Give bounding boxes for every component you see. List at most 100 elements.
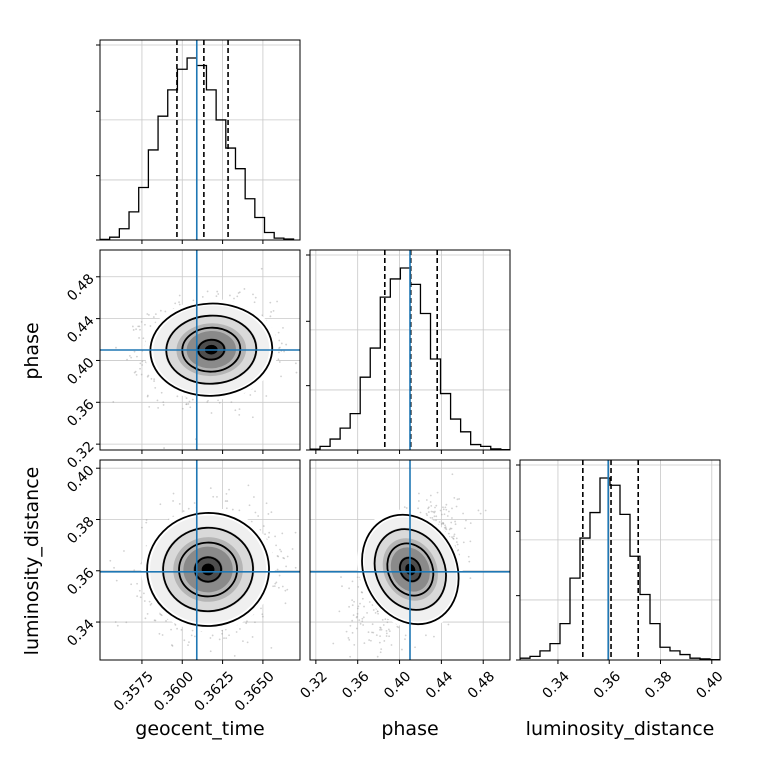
scatter-point — [447, 532, 450, 535]
y-tick-label: 0.36 — [64, 565, 97, 598]
scatter-point — [135, 373, 138, 376]
scatter-point — [452, 538, 455, 540]
scatter-point — [231, 508, 234, 511]
scatter-point — [178, 303, 181, 306]
scatter-point — [447, 623, 450, 626]
scatter-point — [133, 350, 136, 353]
scatter-point — [262, 525, 265, 527]
scatter-point — [454, 523, 457, 526]
scatter-point — [270, 511, 273, 514]
scatter-point — [176, 395, 179, 398]
panel-geocent_time-vs-phase: 0.320.360.400.440.48 — [64, 249, 304, 472]
scatter-point — [465, 519, 467, 522]
scatter-point — [261, 615, 264, 618]
scatter-point — [427, 506, 430, 509]
scatter-point — [280, 375, 282, 378]
scatter-point — [278, 574, 281, 577]
xlabel-geocent-time: geocent_time — [135, 718, 264, 740]
scatter-point — [188, 400, 191, 403]
scatter-point — [446, 515, 449, 517]
scatter-point — [387, 628, 390, 631]
scatter-point — [356, 615, 358, 618]
scatter-point — [385, 632, 388, 635]
scatter-point — [302, 315, 304, 317]
scatter-point — [458, 498, 460, 500]
scatter-point — [172, 500, 174, 502]
scatter-point — [182, 510, 185, 513]
scatter-point — [178, 503, 181, 505]
scatter-point — [278, 361, 281, 363]
scatter-point — [450, 527, 453, 530]
panel-frame — [99, 249, 301, 451]
scatter-point — [217, 293, 220, 295]
scatter-point — [226, 500, 229, 502]
scatter-point — [442, 521, 444, 524]
scatter-point — [181, 407, 184, 410]
scatter-point — [295, 371, 298, 374]
scatter-point — [451, 507, 453, 510]
scatter-point — [162, 404, 165, 406]
contour-line — [386, 542, 435, 597]
scatter-point — [139, 362, 142, 365]
scatter-point — [286, 555, 289, 558]
scatter-point — [249, 394, 252, 396]
scatter-point — [87, 343, 89, 345]
scatter-point — [269, 301, 272, 304]
scatter-point — [282, 326, 284, 329]
scatter-point — [374, 612, 377, 614]
contour-line — [165, 314, 258, 385]
scatter-point — [270, 311, 273, 313]
scatter-point — [154, 386, 157, 389]
scatter-point — [211, 634, 214, 637]
scatter-point — [280, 342, 283, 345]
scatter-point — [368, 639, 371, 641]
scatter-point — [353, 643, 356, 646]
scatter-point — [418, 492, 420, 495]
scatter-point — [253, 301, 256, 304]
scatter-point — [274, 535, 277, 538]
scatter-point — [236, 295, 239, 298]
scatter-point — [133, 371, 136, 374]
contour-line — [181, 326, 242, 373]
scatter-point — [414, 646, 416, 649]
panel-frame — [99, 39, 301, 241]
scatter-point — [228, 634, 230, 637]
scatter-point — [348, 638, 351, 641]
scatter-point — [260, 267, 263, 270]
scatter-point — [276, 568, 279, 571]
scatter-point — [136, 595, 139, 598]
scatter-point — [153, 619, 156, 622]
scatter-point — [384, 618, 387, 621]
scatter-point — [209, 637, 212, 639]
scatter-point — [135, 328, 137, 331]
y-tick-label: 0.40 — [64, 463, 97, 496]
scatter-point — [431, 516, 434, 519]
scatter-point — [281, 585, 284, 588]
scatter-point — [161, 634, 164, 636]
scatter-point — [380, 648, 383, 650]
scatter-point — [347, 637, 350, 639]
scatter-point — [469, 522, 472, 525]
scatter-point — [284, 589, 287, 592]
scatter-point — [130, 356, 133, 359]
scatter-point — [360, 591, 363, 593]
scatter-point — [386, 621, 389, 624]
scatter-point — [363, 642, 366, 645]
scatter-point — [192, 299, 195, 302]
scatter-point — [145, 519, 148, 521]
scatter-point — [230, 401, 233, 404]
scatter-point — [283, 350, 285, 353]
scatter-point — [245, 622, 248, 625]
scatter-point — [233, 655, 236, 657]
scatter-point — [252, 293, 254, 296]
scatter-point — [356, 607, 359, 610]
scatter-point — [444, 526, 447, 529]
scatter-point — [187, 507, 190, 510]
contour-line — [373, 528, 447, 611]
scatter-point — [380, 628, 383, 631]
x-tick-label: 0.34 — [539, 669, 572, 702]
y-tick-label: 0.44 — [64, 313, 97, 346]
scatter-point — [443, 513, 446, 516]
scatter-point — [449, 527, 452, 530]
